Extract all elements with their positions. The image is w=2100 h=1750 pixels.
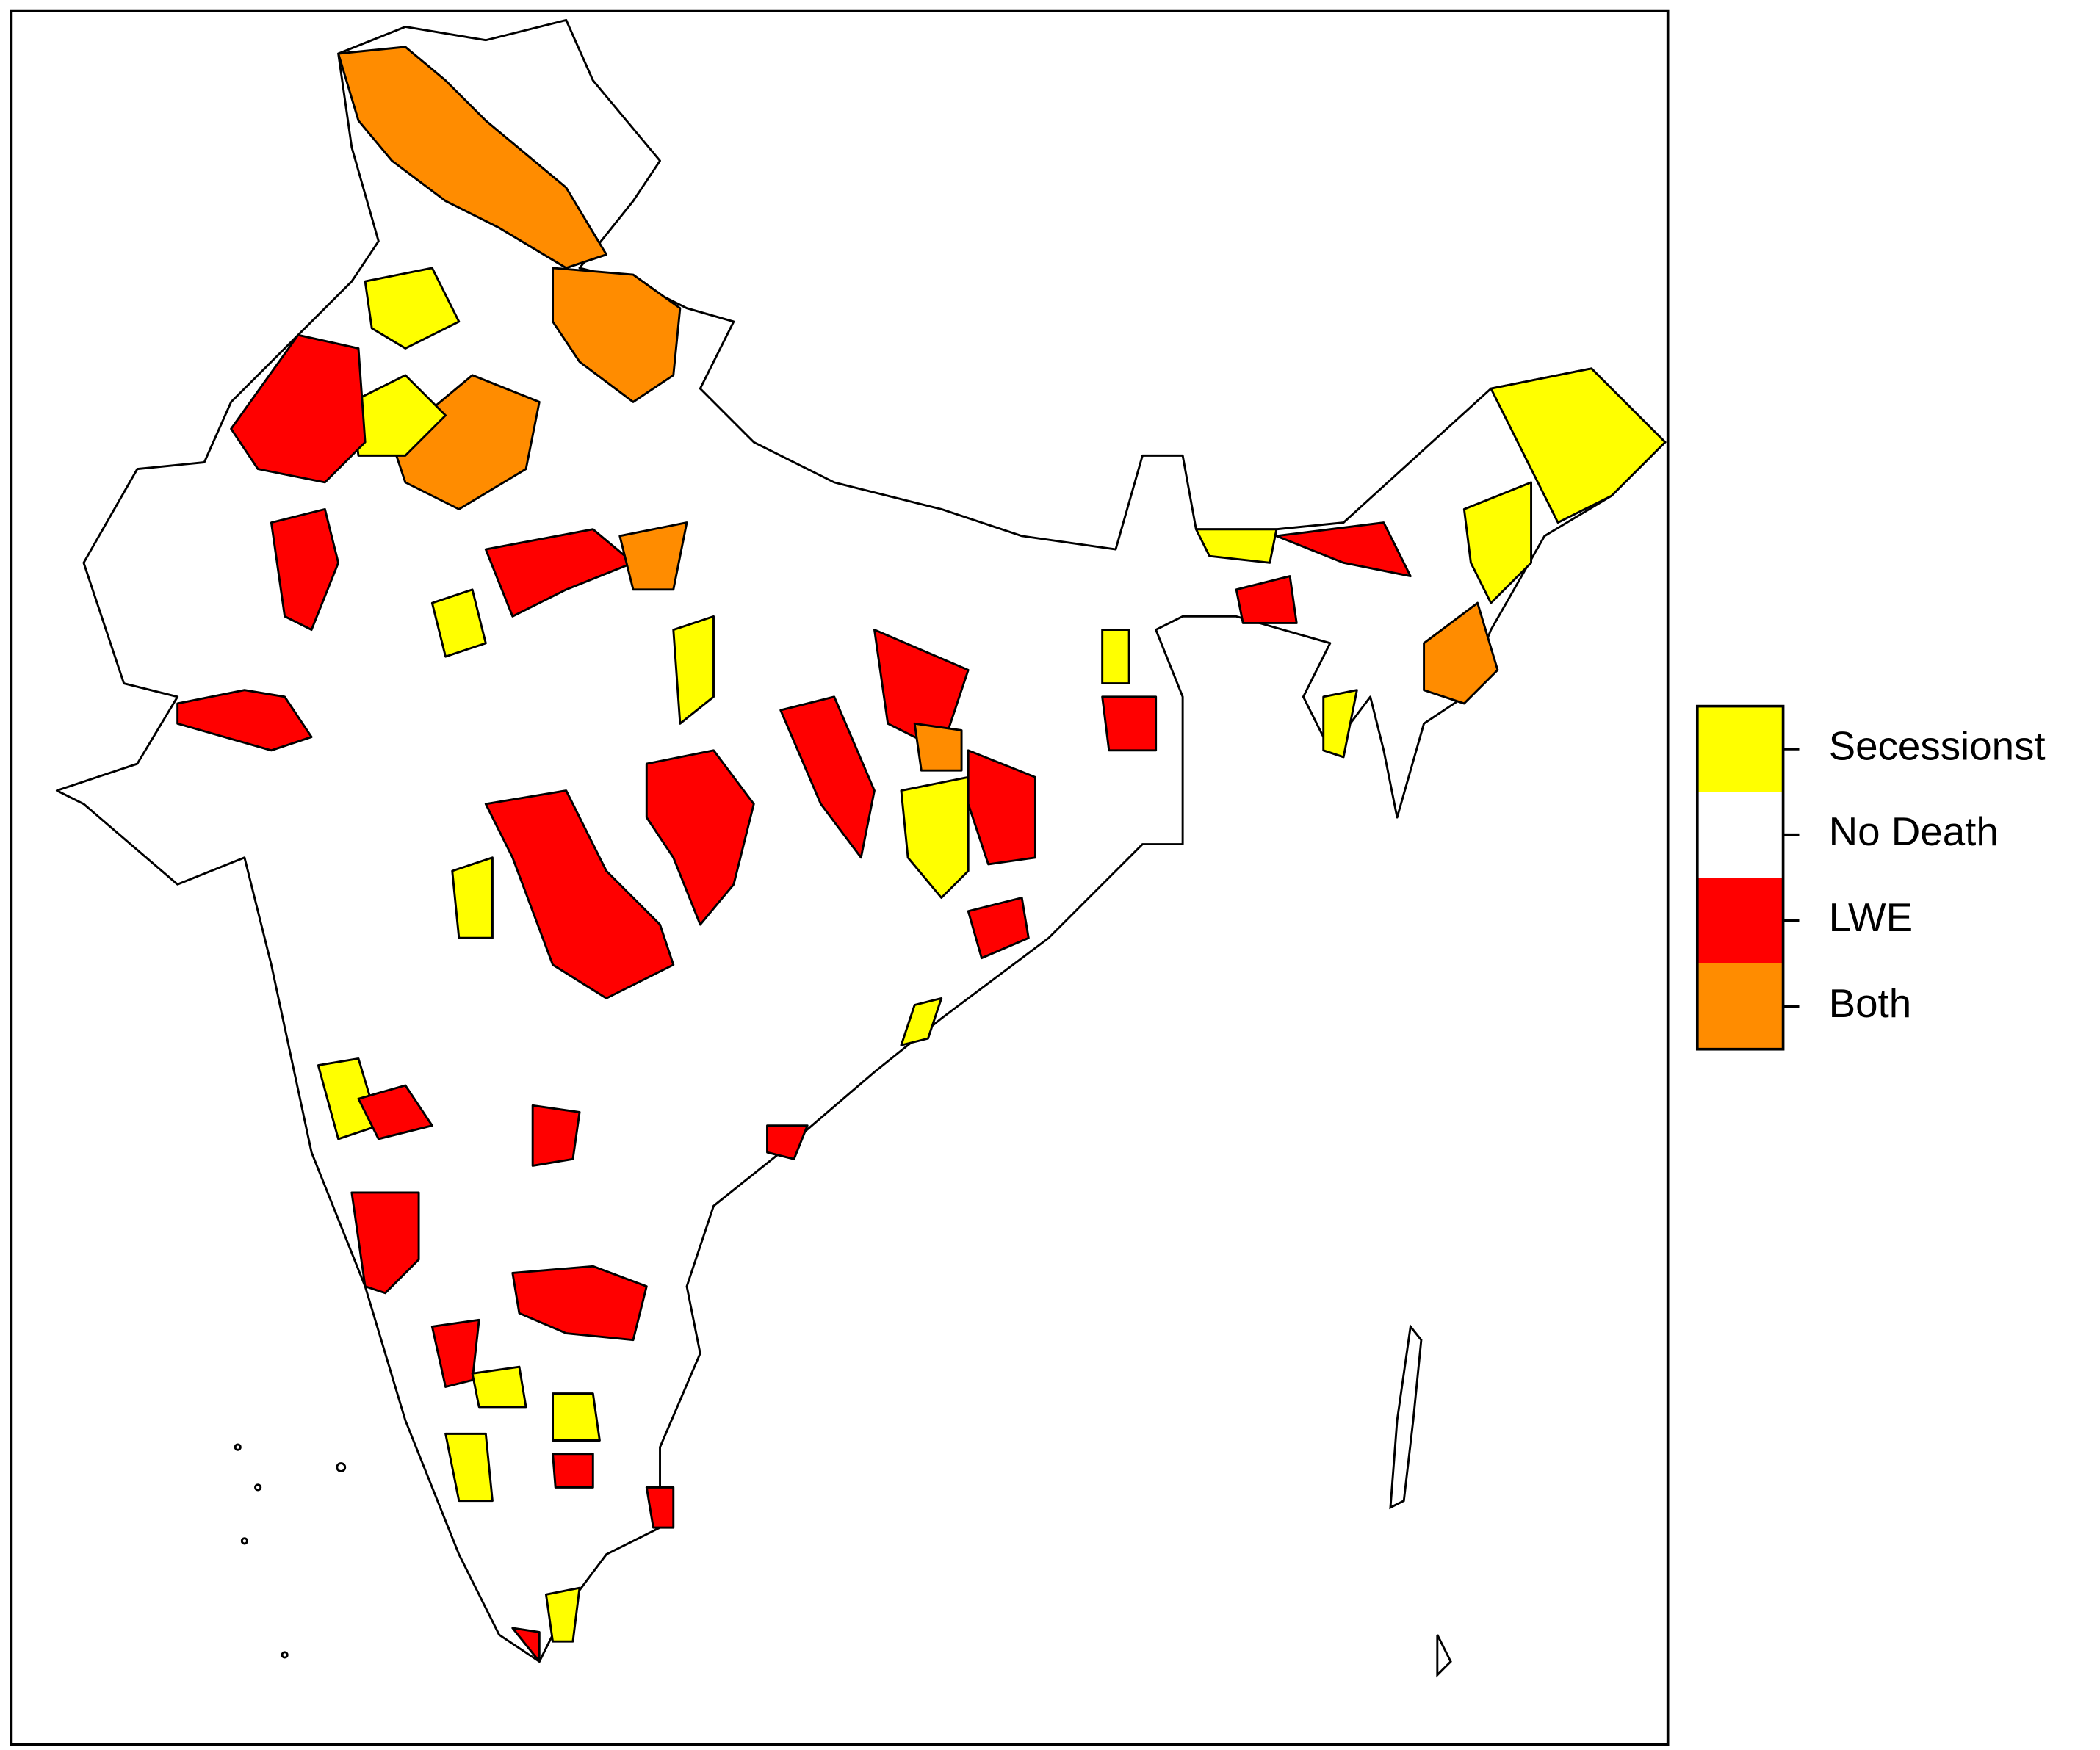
region-secessionist — [1194, 528, 1278, 564]
region-secessionist — [900, 997, 943, 1046]
legend-label: LWE — [1829, 894, 1913, 940]
region-lwe — [430, 1318, 480, 1388]
region-lwe — [1235, 575, 1298, 624]
lakshadweep-island — [254, 1483, 262, 1492]
region-lwe — [967, 897, 1030, 960]
islands — [234, 1323, 1452, 1678]
region-secessionist — [430, 588, 487, 658]
legend-swatch — [1697, 792, 1783, 878]
region-lwe — [350, 1191, 420, 1295]
region-secessionist — [444, 1432, 494, 1503]
region-lwe — [967, 749, 1036, 866]
region-lwe — [779, 695, 876, 859]
region-secessionist — [1101, 629, 1130, 685]
region-both — [337, 46, 607, 270]
legend-label: Secessionst — [1829, 723, 2046, 768]
legend-label: Both — [1829, 980, 1912, 1026]
region-lwe — [511, 1265, 648, 1342]
legend-label: No Death — [1829, 809, 1999, 854]
lakshadweep-island — [281, 1651, 289, 1659]
legend-border — [1695, 704, 1785, 1051]
region-secessionist — [900, 775, 970, 899]
andaman-islands — [1389, 1323, 1423, 1510]
region-secessionist — [1462, 481, 1533, 604]
region-secessionist — [672, 615, 715, 725]
lakshadweep-island — [234, 1443, 242, 1451]
region-lwe — [484, 528, 635, 618]
region-lwe — [1275, 521, 1412, 578]
legend-swatch — [1697, 706, 1783, 792]
region-lwe — [511, 1627, 541, 1663]
region-lwe — [552, 1453, 594, 1489]
legend-swatch — [1697, 878, 1783, 963]
region-lwe — [531, 1104, 581, 1167]
region-lwe — [645, 1486, 675, 1529]
region-both — [913, 722, 963, 772]
region-secessionist — [364, 267, 461, 350]
region-secessionist — [471, 1365, 527, 1409]
region-secessionist — [451, 856, 494, 939]
region-lwe — [270, 507, 340, 632]
region-lwe — [230, 333, 367, 484]
region-both — [1423, 601, 1499, 705]
region-both — [618, 521, 688, 591]
region-secessionist — [552, 1392, 601, 1442]
region-secessionist — [544, 1586, 581, 1643]
region-lwe — [176, 689, 313, 752]
region-secessionist — [1490, 367, 1667, 524]
region-secessionist — [1322, 689, 1358, 759]
region-lwe — [766, 1124, 809, 1160]
region-lwe — [1101, 695, 1158, 752]
lakshadweep-island — [336, 1462, 347, 1472]
legend: Secessionst No Death LWE Both — [1695, 704, 2046, 1051]
map-regions — [55, 18, 1667, 1663]
region-lwe — [484, 789, 675, 999]
lakshadweep-island — [240, 1537, 248, 1545]
region-both — [552, 267, 682, 403]
region-lwe — [645, 749, 755, 926]
region-both — [391, 374, 541, 510]
nicobar-islands — [1436, 1634, 1452, 1678]
region-lwe — [357, 1084, 433, 1140]
legend-swatch — [1697, 963, 1783, 1049]
